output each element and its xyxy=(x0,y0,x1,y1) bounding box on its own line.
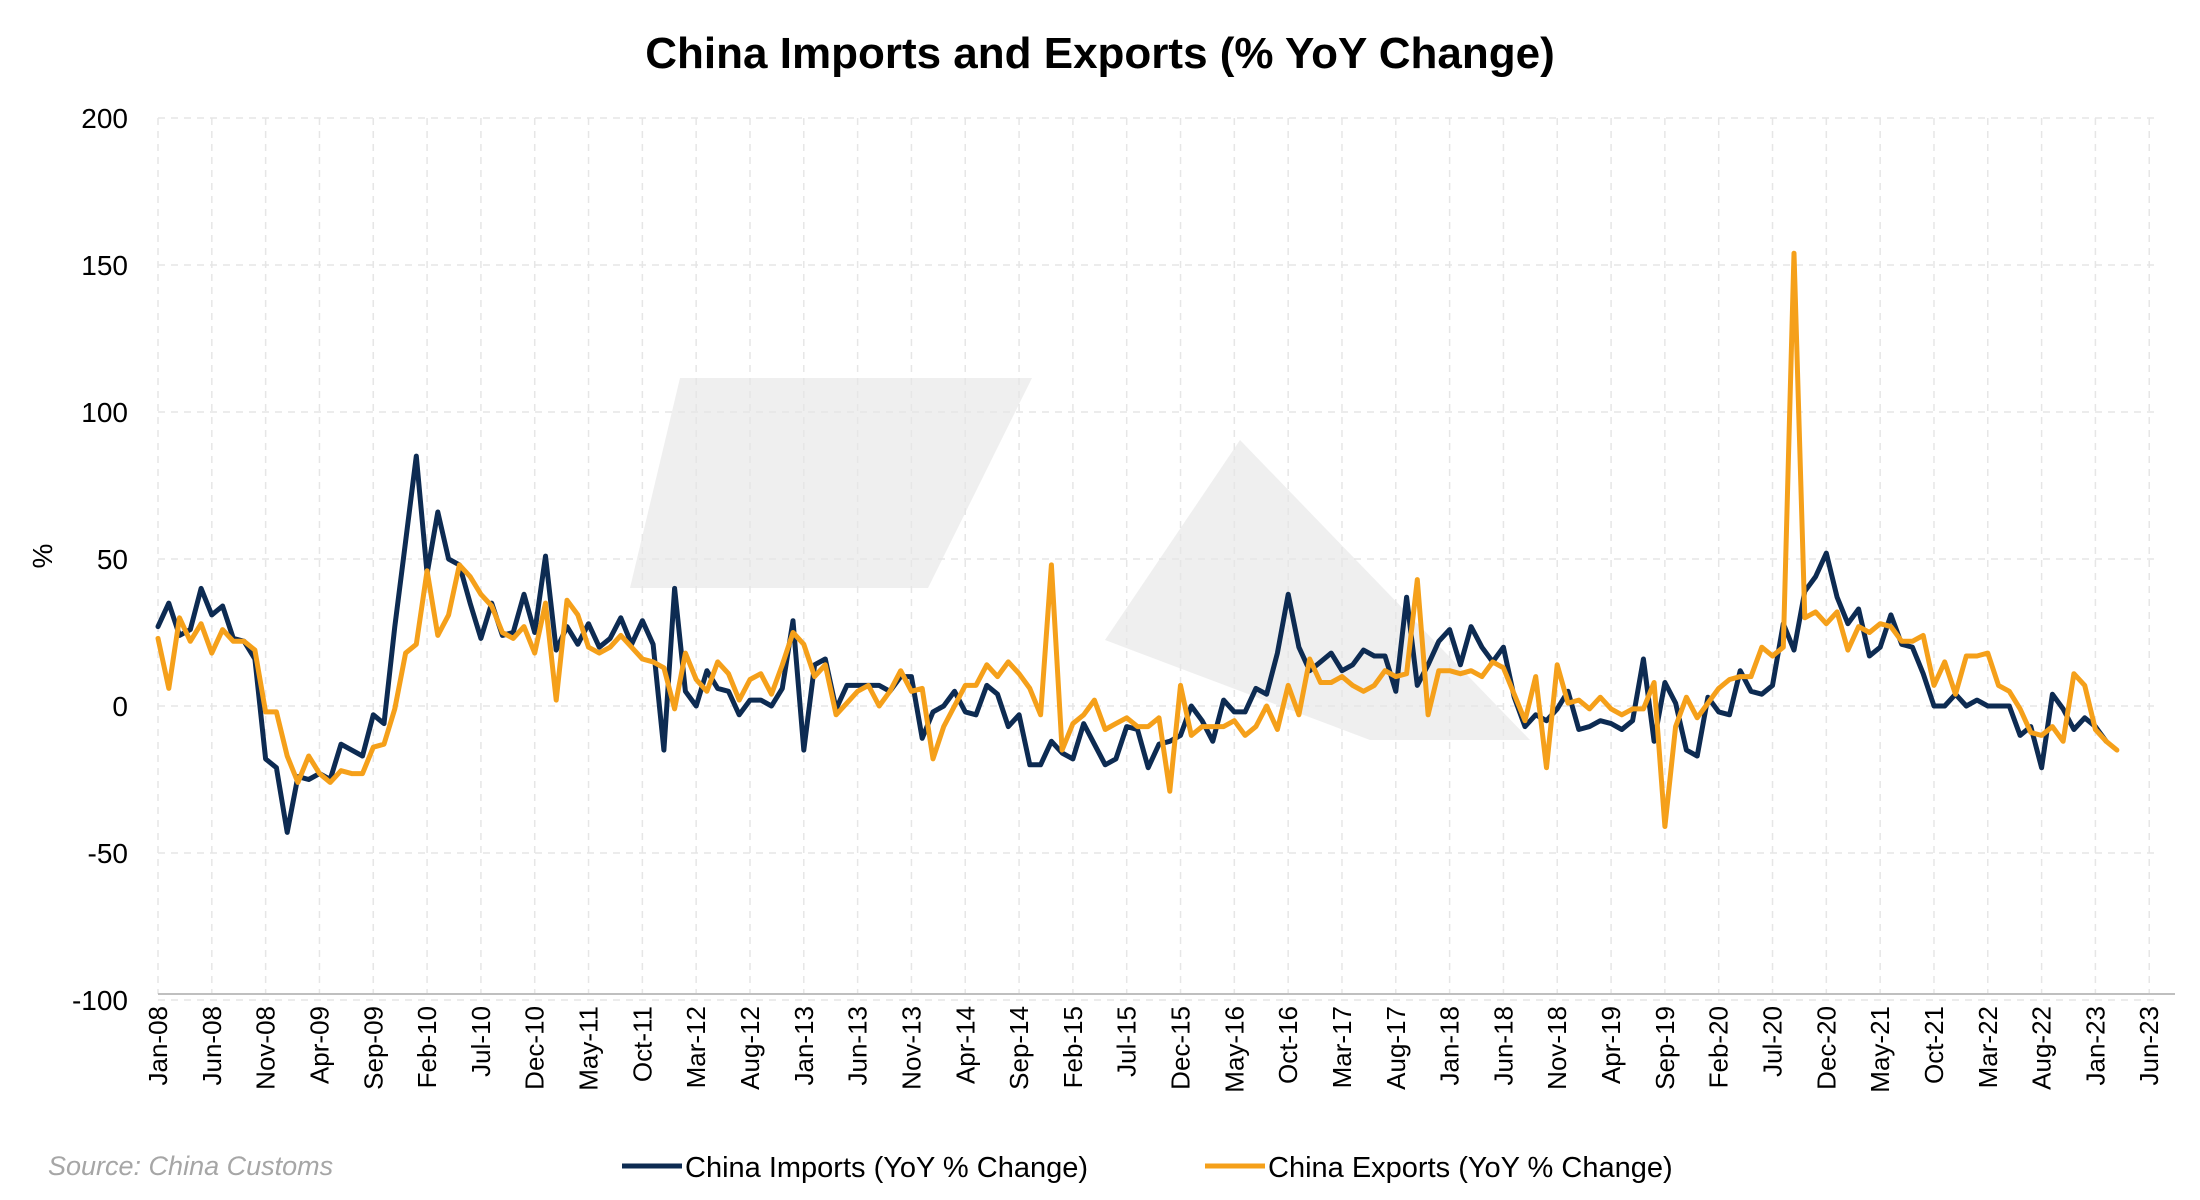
x-tick-label: Oct-11 xyxy=(627,1006,657,1082)
legend: China Imports (YoY % Change) China Expor… xyxy=(622,1152,1673,1184)
x-tick-label: Oct-21 xyxy=(1919,1006,1949,1084)
y-tick-label: 0 xyxy=(112,691,128,722)
x-tick-label: Jul-15 xyxy=(1112,1006,1142,1077)
x-tick-label: Nov-18 xyxy=(1542,1006,1572,1090)
legend-label-imports: China Imports (YoY % Change) xyxy=(685,1152,1088,1184)
x-tick-label: Feb-15 xyxy=(1058,1006,1088,1088)
x-tick-label: Sep-14 xyxy=(1004,1006,1034,1090)
x-tick-label: Sep-09 xyxy=(358,1006,388,1090)
y-tick-label: 150 xyxy=(81,250,128,281)
x-tick-label: Apr-09 xyxy=(304,1006,334,1084)
x-tick-label: Jan-13 xyxy=(789,1006,819,1086)
x-axis-ticks: Jan-08 Jun-08 Nov-08 Apr-09 Sep-09 Feb-10 Jul-… xyxy=(143,1006,2164,1093)
y-tick-label: 100 xyxy=(81,397,128,428)
x-tick-label: Jun-18 xyxy=(1488,1006,1518,1086)
x-tick-label: Apr-19 xyxy=(1596,1006,1626,1084)
legend-label-exports: China Exports (YoY % Change) xyxy=(1268,1152,1673,1184)
series-line-exports xyxy=(155,250,2120,829)
y-tick-label: 50 xyxy=(97,544,128,575)
x-tick-label: May-16 xyxy=(1219,1006,1249,1093)
y-axis-ticks: -100 -50 0 50 100 150 200 xyxy=(72,103,128,1016)
x-tick-label: Mar-17 xyxy=(1327,1006,1357,1088)
x-tick-label: Aug-22 xyxy=(2027,1006,2057,1090)
x-tick-label: Feb-10 xyxy=(412,1006,442,1088)
x-tick-label: Nov-08 xyxy=(251,1006,281,1090)
series-lines xyxy=(155,250,2120,835)
x-tick-label: Sep-19 xyxy=(1650,1006,1680,1090)
x-tick-label: Jun-13 xyxy=(843,1006,873,1086)
x-tick-label: Jan-18 xyxy=(1435,1006,1465,1086)
x-tick-label: May-21 xyxy=(1865,1006,1895,1093)
x-tick-label: Oct-16 xyxy=(1273,1006,1303,1084)
x-tick-label: Mar-12 xyxy=(681,1006,711,1088)
y-tick-label: -100 xyxy=(72,985,128,1016)
x-tick-label: Apr-14 xyxy=(950,1006,980,1084)
x-tick-label: Mar-22 xyxy=(1973,1006,2003,1088)
x-tick-label: Jul-10 xyxy=(466,1006,496,1077)
x-tick-label: Jul-20 xyxy=(1758,1006,1788,1077)
y-axis-label: % xyxy=(27,544,58,569)
grid xyxy=(157,117,2160,1001)
x-tick-label: Nov-13 xyxy=(896,1006,926,1090)
x-tick-label: Dec-10 xyxy=(520,1006,550,1090)
chart-title: China Imports and Exports (% YoY Change) xyxy=(645,29,1554,78)
x-tick-label: May-11 xyxy=(574,1006,604,1091)
x-tick-label: Feb-20 xyxy=(1704,1006,1734,1088)
x-tick-label: Dec-20 xyxy=(1811,1006,1841,1090)
x-tick-label: Aug-17 xyxy=(1381,1006,1411,1090)
x-tick-label: Jun-08 xyxy=(197,1006,227,1086)
x-tick-label: Aug-12 xyxy=(735,1006,765,1090)
x-tick-label: Jan-08 xyxy=(143,1006,173,1086)
y-tick-label: -50 xyxy=(88,838,128,869)
x-tick-label: Jan-23 xyxy=(2080,1006,2110,1086)
y-tick-label: 200 xyxy=(81,103,128,134)
x-tick-label: Jun-23 xyxy=(2134,1006,2164,1086)
x-tick-label: Dec-15 xyxy=(1166,1006,1196,1090)
source-note: Source: China Customs xyxy=(48,1151,333,1181)
